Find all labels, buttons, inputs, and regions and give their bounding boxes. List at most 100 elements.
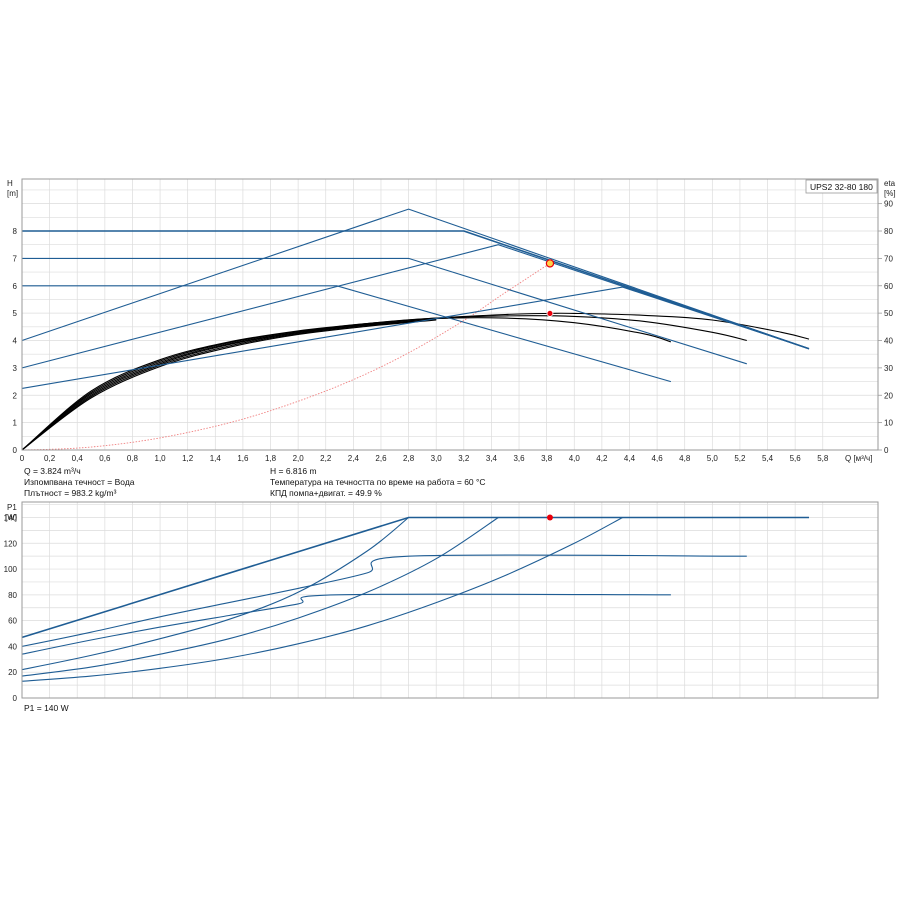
power-text: P1 = 140 W bbox=[24, 703, 69, 713]
q-tick-label: 1,8 bbox=[265, 454, 277, 463]
power-curve bbox=[21, 517, 499, 677]
density-text: Плътност = 983.2 kg/m³ bbox=[24, 488, 117, 498]
head-tick-label: 2 bbox=[13, 391, 18, 400]
head-tick-label: 3 bbox=[13, 364, 18, 373]
power-curve bbox=[21, 516, 809, 639]
q-tick-label: 2,2 bbox=[320, 454, 332, 463]
eta-tick-label: 40 bbox=[884, 337, 893, 346]
pumped-liquid-text: Изпомпвана течност = Вода bbox=[24, 477, 135, 487]
power-tick-label: 0 bbox=[13, 694, 18, 703]
power-tick-label: 40 bbox=[8, 642, 17, 651]
q-tick-label: 5,8 bbox=[817, 454, 829, 463]
head-text: H = 6.816 m bbox=[270, 466, 317, 476]
q-tick-label: 4,0 bbox=[569, 454, 581, 463]
q-tick-label: 2,8 bbox=[403, 454, 415, 463]
q-tick-label: 1,6 bbox=[237, 454, 249, 463]
q-tick-label: 0,6 bbox=[99, 454, 111, 463]
power-curve bbox=[21, 554, 747, 647]
head-tick-label: 4 bbox=[13, 337, 18, 346]
q-tick-label: 5,2 bbox=[734, 454, 746, 463]
model-label: UPS2 32-80 180 bbox=[810, 182, 873, 192]
pump-control-curve bbox=[22, 285, 672, 383]
head-plot-curves bbox=[21, 208, 810, 451]
head-curve-black bbox=[21, 315, 747, 451]
q-tick-label: 3,0 bbox=[431, 454, 443, 463]
pump-control-curve bbox=[21, 244, 810, 369]
head-tick-label: 0 bbox=[13, 446, 18, 455]
q-tick-label: 5,0 bbox=[707, 454, 719, 463]
q-tick-label: 5,4 bbox=[762, 454, 774, 463]
power-plot-curves bbox=[21, 514, 809, 682]
power-y-axis-unit: [W] bbox=[5, 513, 17, 522]
head-curve-black bbox=[21, 317, 672, 451]
eta-axis-unit: [%] bbox=[884, 189, 896, 198]
model-label-box bbox=[805, 179, 878, 194]
power-tick-label: 120 bbox=[4, 539, 18, 548]
efficiency-operating-point bbox=[546, 310, 554, 317]
head-y-axis-label: H bbox=[7, 179, 13, 188]
head-curve-black bbox=[21, 319, 437, 451]
q-tick-label: 2,0 bbox=[293, 454, 305, 463]
eta-tick-label: 70 bbox=[884, 254, 893, 263]
head-curve-black bbox=[21, 319, 437, 451]
q-tick-label: 3,8 bbox=[541, 454, 553, 463]
power-y-axis-label: P1 bbox=[7, 503, 17, 512]
eta-tick-label: 60 bbox=[884, 282, 893, 291]
power-curve bbox=[21, 517, 409, 671]
power-plot-frame bbox=[21, 501, 879, 699]
pump-control-curve bbox=[21, 286, 810, 389]
q-tick-label: 3,2 bbox=[458, 454, 470, 463]
efficiency-curve bbox=[21, 262, 551, 451]
q-tick-label: 4,4 bbox=[624, 454, 636, 463]
eta-tick-label: 50 bbox=[884, 309, 893, 318]
head-plot-frame bbox=[21, 178, 879, 451]
eta-tick-label: 0 bbox=[884, 446, 889, 455]
power-operating-point bbox=[546, 514, 553, 521]
head-tick-label: 7 bbox=[13, 254, 18, 263]
flow-rate-text: Q = 3.824 m³/ч bbox=[24, 466, 81, 476]
power-plot-grid bbox=[21, 502, 878, 699]
pump-control-curve bbox=[22, 230, 810, 350]
q-tick-label: 1,4 bbox=[210, 454, 222, 463]
power-tick-label: 80 bbox=[8, 591, 17, 600]
power-tick-label: 140 bbox=[4, 513, 18, 522]
q-tick-label: 1,2 bbox=[182, 454, 194, 463]
q-tick-label: 0,8 bbox=[127, 454, 139, 463]
eta-axis-label: eta bbox=[884, 179, 896, 188]
q-tick-label: 1,0 bbox=[155, 454, 167, 463]
pump-control-curve bbox=[21, 208, 810, 350]
q-tick-label: 4,2 bbox=[596, 454, 608, 463]
power-curve bbox=[21, 517, 623, 682]
q-tick-label: 3,6 bbox=[513, 454, 525, 463]
q-tick-label: 4,6 bbox=[652, 454, 664, 463]
eta-tick-label: 30 bbox=[884, 364, 893, 373]
q-tick-label: 3,4 bbox=[486, 454, 498, 463]
head-tick-label: 5 bbox=[13, 309, 18, 318]
power-curve bbox=[21, 593, 671, 655]
q-tick-label: 5,6 bbox=[790, 454, 802, 463]
head-operating-point bbox=[545, 259, 555, 268]
power-tick-label: 60 bbox=[8, 617, 17, 626]
pump-control-curve bbox=[22, 257, 747, 365]
head-plot-ticks: 0 0,2 0,4 0,6 0,8 1,0 1,2 1,4 1,6 1,8 2,0 2,2 2,4 2,6… bbox=[13, 200, 894, 463]
eta-tick-label: 90 bbox=[884, 200, 893, 209]
q-tick-label: 2,4 bbox=[348, 454, 360, 463]
q-tick-label: 0,4 bbox=[72, 454, 84, 463]
eta-tick-label: 20 bbox=[884, 391, 893, 400]
power-plot-ticks: 0 20 40 60 80 100 120 140 bbox=[4, 513, 18, 703]
head-tick-label: 1 bbox=[13, 419, 18, 428]
eta-tick-label: 80 bbox=[884, 227, 893, 236]
q-tick-label: 2,6 bbox=[375, 454, 387, 463]
power-tick-label: 20 bbox=[8, 668, 17, 677]
liquid-temperature-text: Температура на течността по време на раб… bbox=[270, 477, 486, 487]
q-axis-label: Q [м³/ч] bbox=[845, 454, 872, 463]
power-tick-label: 100 bbox=[4, 565, 18, 574]
head-curve-black bbox=[21, 318, 437, 451]
head-tick-label: 6 bbox=[13, 282, 18, 291]
eta-tick-label: 10 bbox=[884, 419, 893, 428]
q-tick-label: 4,8 bbox=[679, 454, 691, 463]
q-tick-label: 0,2 bbox=[44, 454, 56, 463]
head-plot-grid bbox=[21, 179, 878, 451]
head-tick-label: 8 bbox=[13, 227, 18, 236]
